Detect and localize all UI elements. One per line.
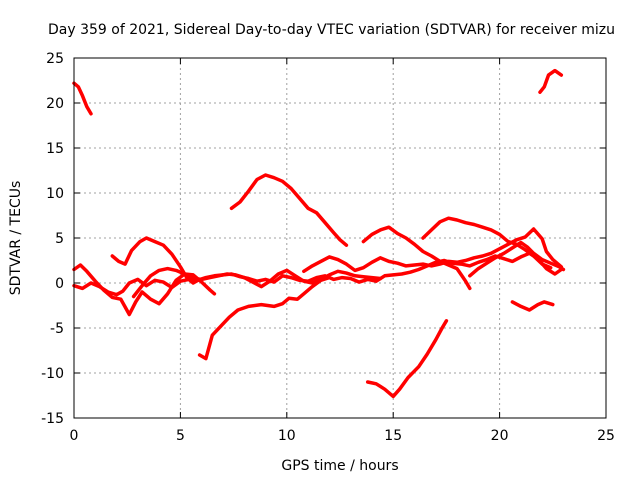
- y-tick-label: 0: [55, 276, 64, 292]
- series-line-s4: [197, 275, 332, 361]
- series-line-s8: [72, 263, 217, 317]
- y-tick-label: 15: [46, 141, 64, 157]
- x-tick-label: 15: [384, 428, 402, 444]
- series-line-s14: [131, 266, 383, 299]
- x-tick-label: 25: [597, 428, 615, 444]
- x-tick-label: 10: [278, 428, 296, 444]
- y-tick-label: 25: [46, 51, 64, 67]
- y-tick-label: -5: [50, 321, 64, 337]
- y-tick-label: -10: [41, 366, 64, 382]
- x-tick-label: 20: [491, 428, 509, 444]
- y-tick-label: 5: [55, 231, 64, 247]
- y-axis-label: SDTVAR / TECUs: [8, 181, 24, 296]
- x-axis-label: GPS time / hours: [281, 458, 398, 474]
- chart-title: Day 359 of 2021, Sidereal Day-to-day VTE…: [48, 22, 615, 38]
- series-line-s13: [468, 240, 566, 278]
- x-tick-label: 0: [70, 428, 79, 444]
- series-line-s5: [365, 319, 449, 399]
- series-line-s12: [421, 216, 553, 270]
- series-line-s7: [72, 251, 564, 297]
- series-line-s6: [510, 300, 555, 312]
- chart-series-layer: [72, 68, 566, 399]
- y-tick-label: -15: [41, 411, 64, 427]
- y-tick-label: 20: [46, 96, 64, 112]
- series-line-s2: [229, 173, 349, 247]
- series-line-s3: [538, 68, 564, 94]
- series-line-s11: [361, 225, 472, 291]
- chart-ticks: 0 5 10 15 20 25 -15 -10 -5 0 5 10 15 20 25: [41, 51, 615, 444]
- y-tick-label: 10: [46, 186, 64, 202]
- series-line-s1: [72, 81, 93, 116]
- x-tick-label: 5: [176, 428, 185, 444]
- series-line-s10: [302, 227, 564, 274]
- series-line-s9: [110, 236, 202, 285]
